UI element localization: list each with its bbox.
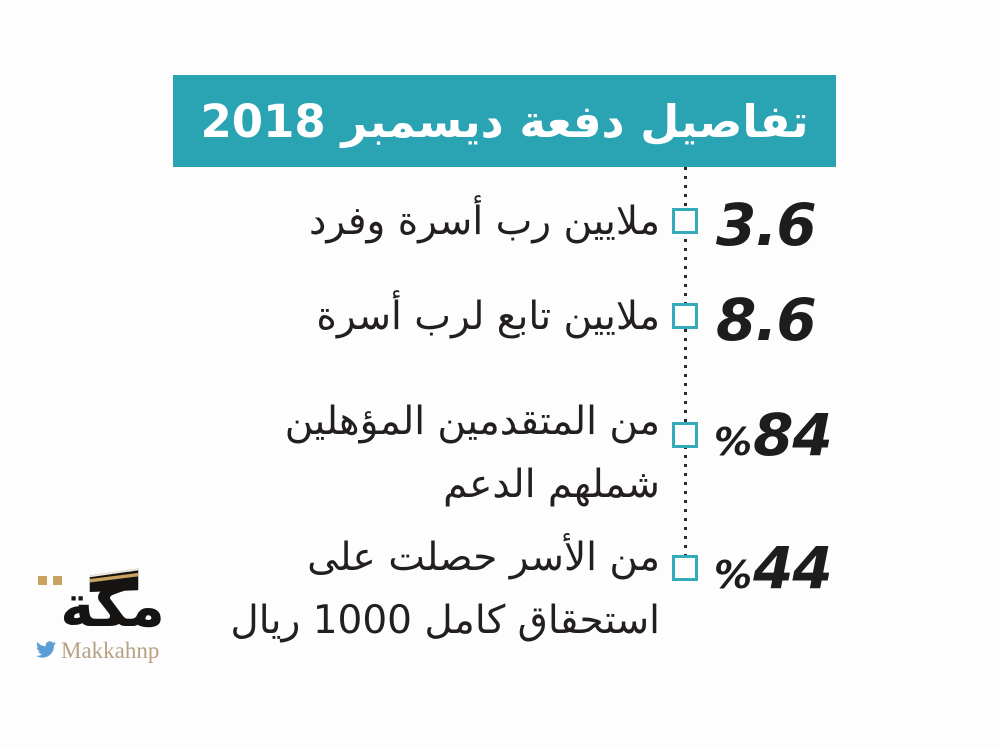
header-bar: تفاصيل دفعة ديسمبر 2018 bbox=[173, 75, 836, 167]
stat-value-1: 3.6 bbox=[714, 191, 817, 259]
twitter-handle-text: Makkahnp bbox=[61, 638, 160, 663]
timeline-node-3 bbox=[672, 422, 698, 448]
twitter-credit: Makkahnp bbox=[36, 638, 159, 664]
stat-label-1: ملايين رب أسرة وفرد bbox=[309, 190, 660, 253]
stat-unit-4: % bbox=[714, 553, 752, 597]
timeline-node-4 bbox=[672, 555, 698, 581]
stat-value-2: 8.6 bbox=[714, 286, 817, 354]
timeline-dotted-line bbox=[684, 167, 687, 571]
kaaba-icon bbox=[88, 566, 140, 596]
stat-unit-3: % bbox=[714, 420, 752, 464]
twitter-bird-icon bbox=[36, 640, 56, 662]
stat-number-3: 84 bbox=[753, 401, 833, 469]
stat-label-3-line1: من المتقدمين المؤهلين bbox=[284, 399, 660, 444]
stat-label-1-line1: ملايين رب أسرة وفرد bbox=[308, 199, 660, 244]
stat-value-4: % 44 bbox=[714, 534, 833, 602]
stat-number-1: 3.6 bbox=[716, 191, 817, 259]
logo-wordmark: مكة bbox=[60, 572, 165, 640]
stat-label-4-line1: من الأسر حصلت على bbox=[307, 535, 660, 580]
stat-label-4: من الأسر حصلت على استحقاق كامل 1000 ريال bbox=[230, 526, 660, 652]
timeline-node-1 bbox=[672, 208, 698, 234]
makkah-logo: مكة Makkahnp bbox=[30, 568, 220, 670]
timeline-node-2 bbox=[672, 303, 698, 329]
page-title: تفاصيل دفعة ديسمبر 2018 bbox=[200, 94, 809, 148]
logo-gold-dots bbox=[38, 576, 62, 585]
stat-label-3-line2: شملهم الدعم bbox=[443, 462, 660, 507]
stat-label-2-line1: ملايين تابع لرب أسرة bbox=[316, 294, 660, 339]
stat-label-4-line2: استحقاق كامل 1000 ريال bbox=[230, 598, 660, 643]
stat-value-3: % 84 bbox=[714, 401, 833, 469]
stat-number-4: 44 bbox=[753, 534, 833, 602]
stat-number-2: 8.6 bbox=[716, 286, 817, 354]
stat-label-2: ملايين تابع لرب أسرة bbox=[316, 285, 660, 348]
stat-label-3: من المتقدمين المؤهلين شملهم الدعم bbox=[285, 390, 660, 516]
